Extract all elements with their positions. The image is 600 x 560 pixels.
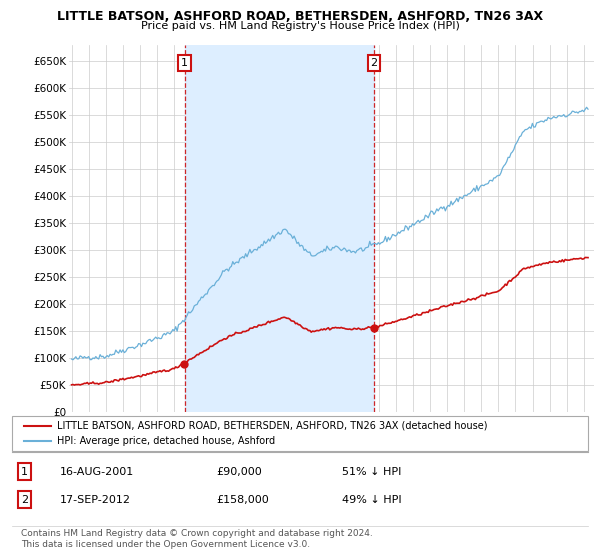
Text: £90,000: £90,000 (216, 466, 262, 477)
Text: LITTLE BATSON, ASHFORD ROAD, BETHERSDEN, ASHFORD, TN26 3AX: LITTLE BATSON, ASHFORD ROAD, BETHERSDEN,… (57, 10, 543, 23)
Text: 49% ↓ HPI: 49% ↓ HPI (342, 494, 401, 505)
Text: LITTLE BATSON, ASHFORD ROAD, BETHERSDEN, ASHFORD, TN26 3AX (detached house): LITTLE BATSON, ASHFORD ROAD, BETHERSDEN,… (57, 421, 487, 431)
Text: 2: 2 (371, 58, 377, 68)
Text: HPI: Average price, detached house, Ashford: HPI: Average price, detached house, Ashf… (57, 436, 275, 446)
Text: 16-AUG-2001: 16-AUG-2001 (60, 466, 134, 477)
Text: 1: 1 (181, 58, 188, 68)
Bar (185, 45, 374, 412)
Text: Price paid vs. HM Land Registry's House Price Index (HPI): Price paid vs. HM Land Registry's House … (140, 21, 460, 31)
Text: Contains HM Land Registry data © Crown copyright and database right 2024.
This d: Contains HM Land Registry data © Crown c… (21, 529, 373, 549)
Text: 2: 2 (21, 494, 28, 505)
Text: 51% ↓ HPI: 51% ↓ HPI (342, 466, 401, 477)
Text: 17-SEP-2012: 17-SEP-2012 (60, 494, 131, 505)
Text: £158,000: £158,000 (216, 494, 269, 505)
Text: 1: 1 (21, 466, 28, 477)
